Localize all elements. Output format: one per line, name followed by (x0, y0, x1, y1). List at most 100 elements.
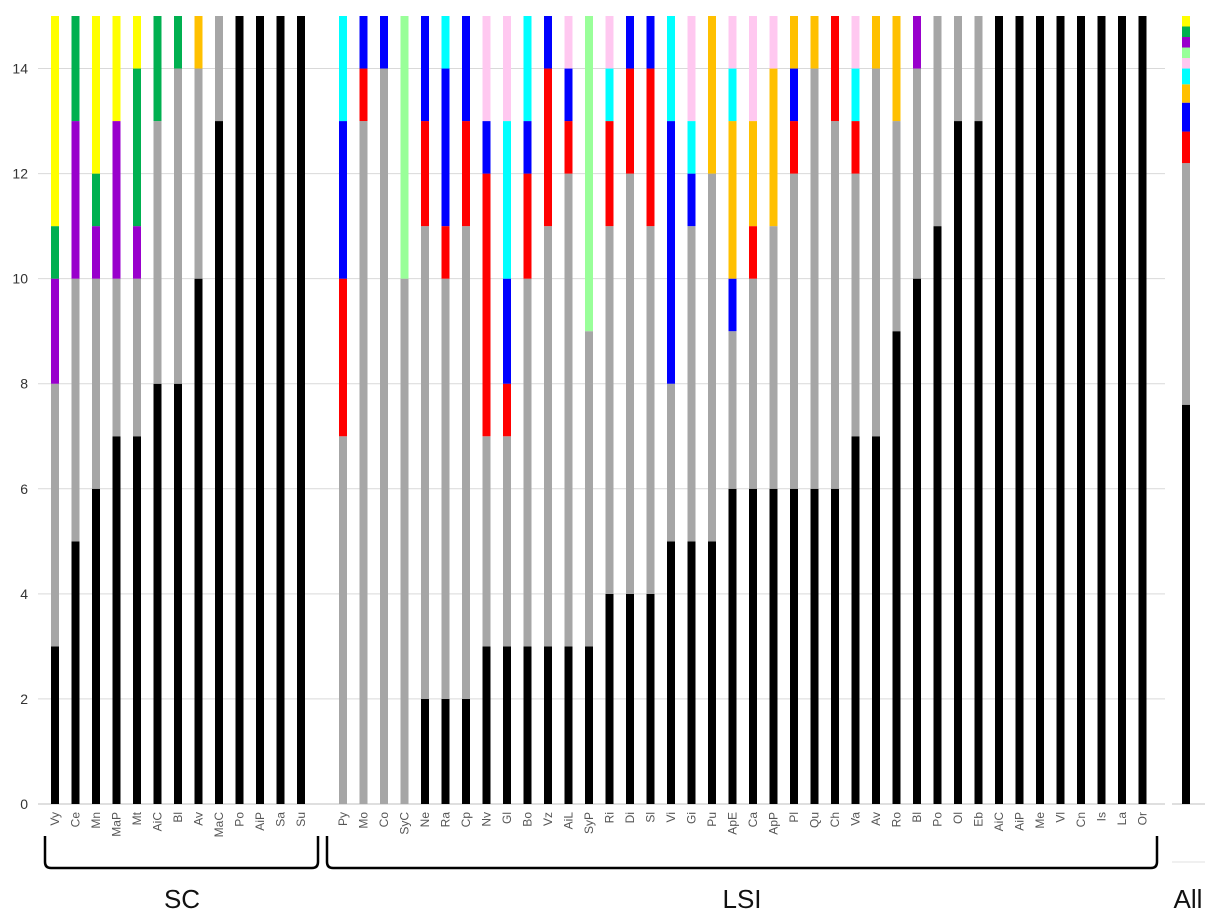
x-tick-label: Eb (972, 812, 986, 827)
bar-segment-purple (112, 121, 121, 279)
bar-segment-black (1056, 16, 1065, 804)
bar-segment-black (810, 488, 819, 804)
bar-segment-black (1097, 16, 1106, 804)
x-tick-label: Av (869, 812, 883, 826)
bar-MaC (215, 16, 223, 805)
bar-Py (339, 16, 347, 804)
x-tick-label: Gl (500, 812, 514, 824)
bar-segment-blue (564, 68, 573, 122)
bar-segment-black (1015, 16, 1024, 804)
bar-segment-gray (441, 278, 450, 699)
bar-segment-purple (71, 121, 80, 279)
bar-segment-yellow (112, 16, 121, 122)
bar-segment-green (153, 16, 162, 122)
bar-Vz (544, 16, 552, 804)
bar-Sa (276, 16, 285, 804)
bar-segment-gray (174, 68, 182, 384)
bars (51, 16, 1190, 805)
bar-segment-black (851, 436, 860, 804)
bar-segment-red (626, 68, 634, 174)
bar-segment-black (235, 16, 244, 804)
bar-segment-gray (872, 68, 880, 437)
bar-Va (851, 16, 860, 804)
x-tick-label: Mn (89, 812, 103, 829)
bar-segment-blue (523, 121, 532, 174)
bar-segment-blue (1182, 102, 1190, 132)
bar-segment-cyan (687, 121, 696, 174)
bar-AiP (256, 16, 264, 804)
x-tick-label: Vl (1054, 812, 1068, 823)
bar-segment-cyan (523, 16, 532, 122)
bar-Nv (482, 16, 491, 804)
bar-segment-red (339, 278, 347, 437)
bar-segment-orange (728, 121, 737, 279)
bar-Po (235, 16, 244, 804)
x-tick-label: MaC (212, 812, 226, 838)
bar-Gi (687, 16, 696, 804)
bar-segment-black (769, 488, 778, 804)
x-tick-label: Bl (171, 812, 185, 823)
bar-segment-black (1138, 16, 1147, 804)
bar-segment-gray (421, 226, 429, 699)
bar-segment-black (92, 488, 100, 804)
bar-segment-black (462, 698, 470, 804)
x-tick-label: Me (1033, 812, 1047, 829)
bar-segment-green (51, 226, 59, 279)
bar-segment-gray (605, 226, 614, 594)
bar-segment-black (728, 488, 737, 804)
x-tick-label: Av (192, 812, 206, 826)
bar-Mo (359, 16, 368, 805)
bar-segment-pink (749, 16, 757, 122)
bar-segment-pink (1182, 58, 1190, 69)
bar-segment-gray (359, 121, 368, 805)
bar-segment-black (503, 646, 511, 804)
bar-segment-gray (92, 278, 100, 489)
x-tick-label: Pl (787, 812, 801, 823)
bar-AiP (1015, 16, 1024, 804)
x-tick-label: AiP (1013, 812, 1027, 831)
x-tick-label: Vz (541, 812, 555, 826)
bar-segment-black (133, 436, 141, 804)
x-tick-label: Ol (951, 812, 965, 824)
x-tick-label: Qu (808, 812, 822, 828)
bar-Bo (523, 16, 532, 804)
bar-segment-red (831, 16, 839, 122)
bar-segment-black (523, 646, 532, 804)
x-tick-label: Ri (603, 812, 617, 823)
x-tick-label: SyC (398, 812, 412, 835)
bar-Po (933, 16, 942, 805)
bar-segment-black (194, 278, 203, 805)
bar-segment-blue (359, 16, 368, 69)
bar-segment-gray (544, 226, 552, 647)
bar-segment-blue (339, 121, 347, 279)
x-tick-label: Ne (418, 812, 432, 828)
bar-segment-gray (564, 173, 573, 647)
group-label-all: All (1174, 884, 1203, 910)
bar-segment-gray (194, 68, 203, 279)
bar-AiL (564, 16, 573, 804)
bar-segment-purple (913, 16, 921, 69)
bar-Is (1097, 16, 1106, 804)
bar-segment-gray (462, 226, 470, 699)
x-tick-label: AiP (253, 812, 267, 831)
bar-Pl (790, 16, 798, 804)
bar-segment-pink (482, 16, 491, 122)
bar-segment-black (933, 226, 942, 805)
x-tick-label: AiL (562, 812, 576, 830)
bar-segment-pink (564, 16, 573, 69)
bar-segment-red (790, 121, 798, 174)
bar-segment-gray (728, 331, 737, 489)
bar-segment-orange (892, 16, 901, 122)
bar-segment-black (749, 488, 757, 804)
bar-AiC (995, 16, 1003, 804)
bar-segment-pink (728, 16, 737, 69)
bar-Sl (646, 16, 655, 804)
bar-Vy (51, 16, 59, 804)
bar-segment-black (482, 646, 491, 804)
x-tick-label: SyP (582, 812, 596, 834)
bar-SyP (585, 16, 593, 804)
bar-Vl (1056, 16, 1065, 804)
bar-Me (1036, 16, 1044, 804)
bar-segment-cyan (1182, 68, 1190, 85)
bar-segment-gray (892, 121, 901, 332)
